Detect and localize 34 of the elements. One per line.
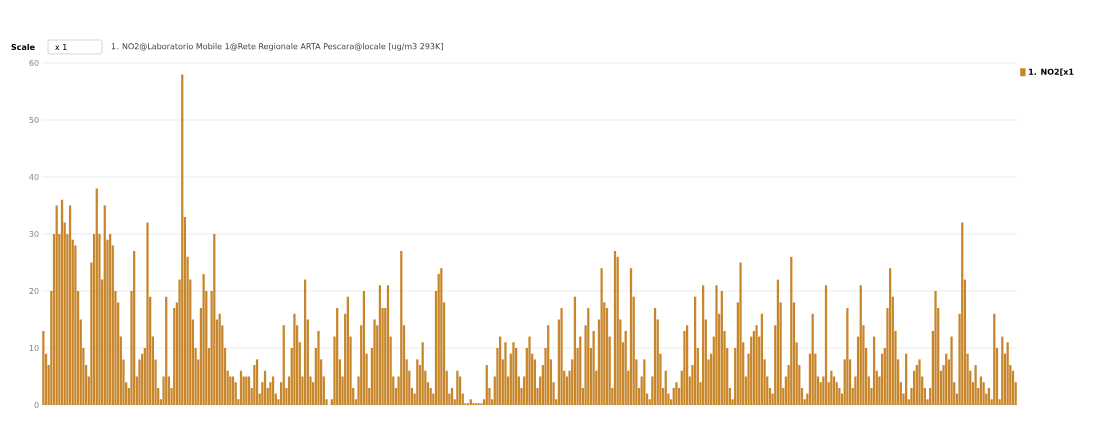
- bar: [146, 222, 149, 405]
- y-tick-label: 20: [29, 287, 39, 295]
- bar: [504, 342, 507, 405]
- bar: [739, 262, 742, 405]
- y-tick-label: 40: [29, 173, 39, 181]
- y-tick-label: 0: [34, 401, 39, 408]
- bar: [846, 308, 849, 405]
- bar: [600, 268, 603, 405]
- bar: [934, 290, 937, 405]
- bar: [528, 336, 531, 405]
- bar: [469, 399, 472, 405]
- bar: [317, 330, 320, 405]
- bar: [592, 330, 595, 405]
- legend-label: 1. NO2[x1: [1029, 68, 1074, 76]
- bar: [202, 273, 205, 405]
- bar: [456, 370, 459, 405]
- y-tick-label: 10: [29, 344, 39, 351]
- bar: [950, 336, 953, 405]
- bar: [512, 342, 515, 405]
- y-tick-label: 60: [29, 59, 39, 67]
- text: x 1: [55, 44, 67, 50]
- text: Scale: [11, 43, 35, 51]
- bar: [643, 359, 646, 405]
- bar: [293, 313, 296, 405]
- y-tick-label: 50: [29, 116, 39, 124]
- bar: [715, 285, 718, 405]
- bar: [755, 325, 758, 405]
- y-tick-label: 30: [29, 230, 39, 238]
- bar: [560, 308, 563, 405]
- bar: [974, 365, 977, 405]
- bar: [918, 359, 921, 405]
- bar: [675, 382, 678, 405]
- bar: [373, 319, 376, 405]
- chart-title: 1. NO2@Laboratorio Mobile 1@Rete Regionale ARTA Pescara@locale [ug/m3 293K]: [111, 43, 443, 51]
